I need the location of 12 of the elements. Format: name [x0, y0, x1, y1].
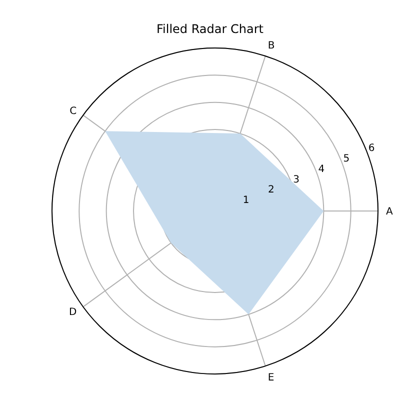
y-tick-label: 1: [242, 195, 250, 206]
spoke-label: D: [68, 307, 77, 318]
y-tick-label: 2: [268, 184, 274, 196]
y-tick-label: 4: [318, 164, 325, 175]
y-tick-label: 3: [293, 174, 300, 186]
y-tick-label: 5: [343, 154, 350, 165]
spoke-label: B: [268, 40, 275, 52]
spoke-label: E: [268, 372, 274, 384]
spoke-label: C: [70, 106, 77, 118]
chart-title: Filled Radar Chart: [156, 22, 264, 36]
y-tick-label: 6: [368, 143, 375, 154]
spoke-label: A: [386, 206, 393, 218]
